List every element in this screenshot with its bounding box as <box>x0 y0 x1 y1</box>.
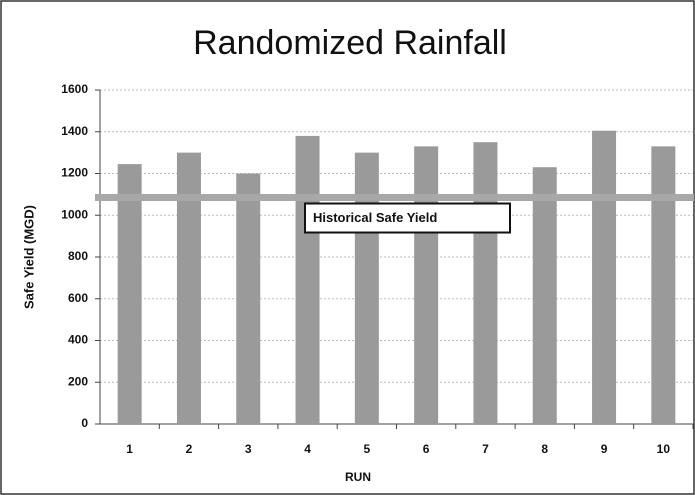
annotation: Historical Safe Yield <box>313 210 437 225</box>
y-tick-label: 200 <box>68 374 88 388</box>
y-tick-label: 0 <box>81 416 88 430</box>
y-tick-label: 600 <box>68 291 88 305</box>
x-tick-label: 3 <box>245 442 252 456</box>
x-tick-label: 5 <box>364 442 371 456</box>
y-axis-label: Safe Yield (MGD) <box>21 205 36 309</box>
x-axis-label: RUN <box>345 470 371 484</box>
bar <box>117 164 142 424</box>
annotation-box <box>304 202 511 234</box>
bar <box>354 152 379 424</box>
x-tick-label: 2 <box>186 442 193 456</box>
y-tick-label: 1600 <box>61 82 88 96</box>
chart-title: Randomized Rainfall <box>193 24 507 62</box>
y-tick-label: 800 <box>68 249 88 263</box>
bar <box>651 146 676 425</box>
x-tick-label: 4 <box>304 442 311 456</box>
bar <box>295 135 320 425</box>
y-tick-label: 400 <box>68 333 88 347</box>
bar <box>236 173 261 424</box>
y-tick-label: 1200 <box>61 166 88 180</box>
bar <box>532 167 557 425</box>
x-tick-label: 7 <box>482 442 489 456</box>
y-tick-label: 1000 <box>61 207 88 221</box>
bar <box>176 152 201 424</box>
x-tick-label: 9 <box>601 442 608 456</box>
x-tick-label: 6 <box>423 442 430 456</box>
bar <box>473 142 498 424</box>
x-tick-label: 10 <box>657 442 671 456</box>
bar <box>414 146 439 425</box>
x-tick-label: 1 <box>126 442 133 456</box>
x-tick-label: 8 <box>541 442 548 456</box>
y-tick-label: 1400 <box>61 124 88 138</box>
bar <box>592 130 617 425</box>
